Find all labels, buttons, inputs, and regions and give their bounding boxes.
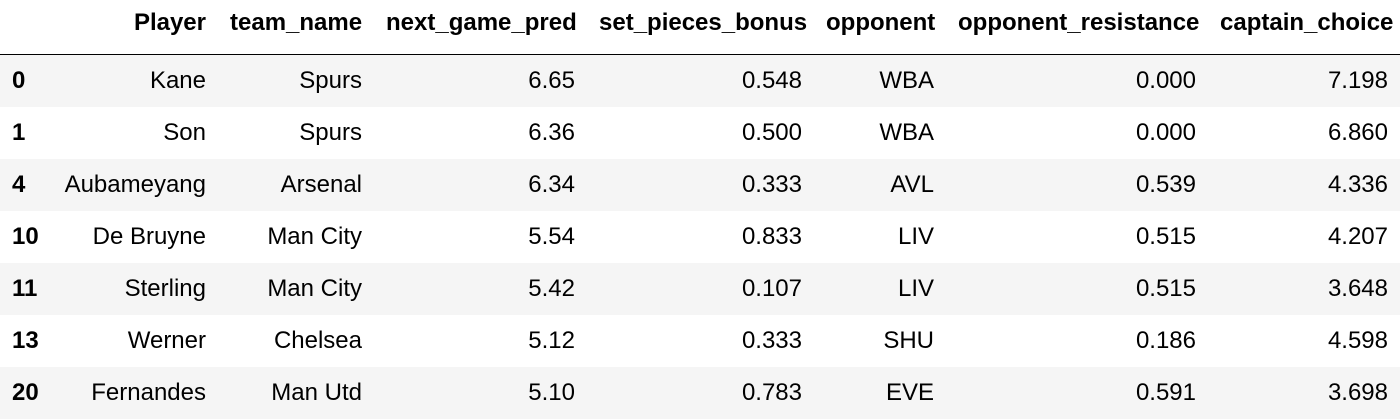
cell-opponent-resistance: 0.186 [1135, 326, 1196, 354]
row-index: 20 [12, 378, 39, 406]
cell-next-game-pred: 5.54 [528, 222, 575, 250]
cell-set-pieces-bonus: 0.783 [741, 378, 802, 406]
table-row: 13 Werner Chelsea 5.12 0.333 SHU 0.186 4… [0, 314, 1400, 367]
header-team-name: team_name [230, 9, 363, 36]
cell-next-game-pred: 5.42 [528, 274, 575, 302]
cell-captain-choice: 4.336 [1327, 170, 1388, 198]
cell-team-name: Arsenal [280, 170, 362, 198]
cell-player: De Bruyne [92, 222, 206, 250]
header-opponent-resistance: opponent_resistance [958, 9, 1200, 36]
cell-opponent-resistance: 0.515 [1135, 274, 1196, 302]
row-index: 10 [12, 222, 39, 250]
table-body: 0 Kane Spurs 6.65 0.548 WBA 0.000 7.198 … [0, 54, 1400, 419]
cell-team-name: Spurs [299, 66, 362, 94]
cell-opponent: AVL [890, 170, 934, 198]
cell-next-game-pred: 5.12 [528, 326, 575, 354]
cell-team-name: Chelsea [273, 326, 362, 354]
row-index: 1 [12, 118, 26, 146]
cell-next-game-pred: 6.65 [528, 66, 575, 94]
header-player: Player [133, 9, 206, 36]
header-row: Player team_name next_game_pred set_piec… [0, 0, 1400, 55]
cell-set-pieces-bonus: 0.107 [741, 274, 802, 302]
cell-player: Kane [149, 66, 206, 94]
cell-captain-choice: 6.860 [1327, 118, 1388, 146]
cell-set-pieces-bonus: 0.833 [741, 222, 802, 250]
cell-player: Werner [127, 326, 206, 354]
cell-next-game-pred: 6.34 [528, 170, 575, 198]
cell-player: Fernandes [91, 378, 206, 406]
cell-set-pieces-bonus: 0.333 [741, 326, 802, 354]
row-index: 4 [12, 170, 26, 198]
cell-opponent: WBA [879, 118, 934, 146]
cell-set-pieces-bonus: 0.548 [741, 66, 802, 94]
cell-set-pieces-bonus: 0.500 [741, 118, 802, 146]
table-row: 1 Son Spurs 6.36 0.500 WBA 0.000 6.860 [0, 106, 1400, 159]
cell-opponent-resistance: 0.000 [1135, 66, 1196, 94]
cell-team-name: Man Utd [271, 378, 362, 406]
table-row: 0 Kane Spurs 6.65 0.548 WBA 0.000 7.198 [0, 54, 1400, 107]
cell-set-pieces-bonus: 0.333 [741, 170, 802, 198]
cell-team-name: Man City [267, 274, 362, 302]
cell-captain-choice: 7.198 [1327, 66, 1388, 94]
header-index [0, 0, 52, 55]
cell-next-game-pred: 6.36 [528, 118, 575, 146]
cell-captain-choice: 3.698 [1327, 378, 1388, 406]
cell-opponent: SHU [883, 326, 934, 354]
table-header: Player team_name next_game_pred set_piec… [0, 0, 1400, 55]
cell-opponent-resistance: 0.539 [1135, 170, 1196, 198]
cell-captain-choice: 4.207 [1327, 222, 1388, 250]
header-next-game-pred: next_game_pred [386, 9, 577, 36]
cell-opponent: LIV [897, 274, 934, 302]
table-row: 4 Aubameyang Arsenal 6.34 0.333 AVL 0.53… [0, 158, 1400, 211]
cell-captain-choice: 3.648 [1327, 274, 1388, 302]
table-row: 10 De Bruyne Man City 5.54 0.833 LIV 0.5… [0, 210, 1400, 263]
table-row: 11 Sterling Man City 5.42 0.107 LIV 0.51… [0, 262, 1400, 315]
cell-opponent-resistance: 0.591 [1135, 378, 1196, 406]
cell-opponent: EVE [885, 378, 934, 406]
cell-opponent-resistance: 0.000 [1135, 118, 1196, 146]
cell-player: Sterling [124, 274, 206, 302]
cell-opponent: WBA [879, 66, 934, 94]
header-captain-choice: captain_choice [1220, 9, 1394, 36]
header-opponent: opponent [826, 9, 936, 36]
table-row: 20 Fernandes Man Utd 5.10 0.783 EVE 0.59… [0, 366, 1400, 419]
cell-player: Aubameyang [64, 170, 206, 198]
row-index: 11 [12, 274, 38, 302]
cell-team-name: Man City [267, 222, 362, 250]
row-index: 13 [12, 326, 39, 354]
cell-captain-choice: 4.598 [1327, 326, 1388, 354]
header-set-pieces-bonus: set_pieces_bonus [599, 9, 808, 36]
cell-opponent-resistance: 0.515 [1135, 222, 1196, 250]
cell-opponent: LIV [897, 222, 934, 250]
cell-player: Son [163, 118, 206, 146]
cell-team-name: Spurs [299, 118, 362, 146]
row-index: 0 [12, 66, 26, 94]
cell-next-game-pred: 5.10 [528, 378, 575, 406]
